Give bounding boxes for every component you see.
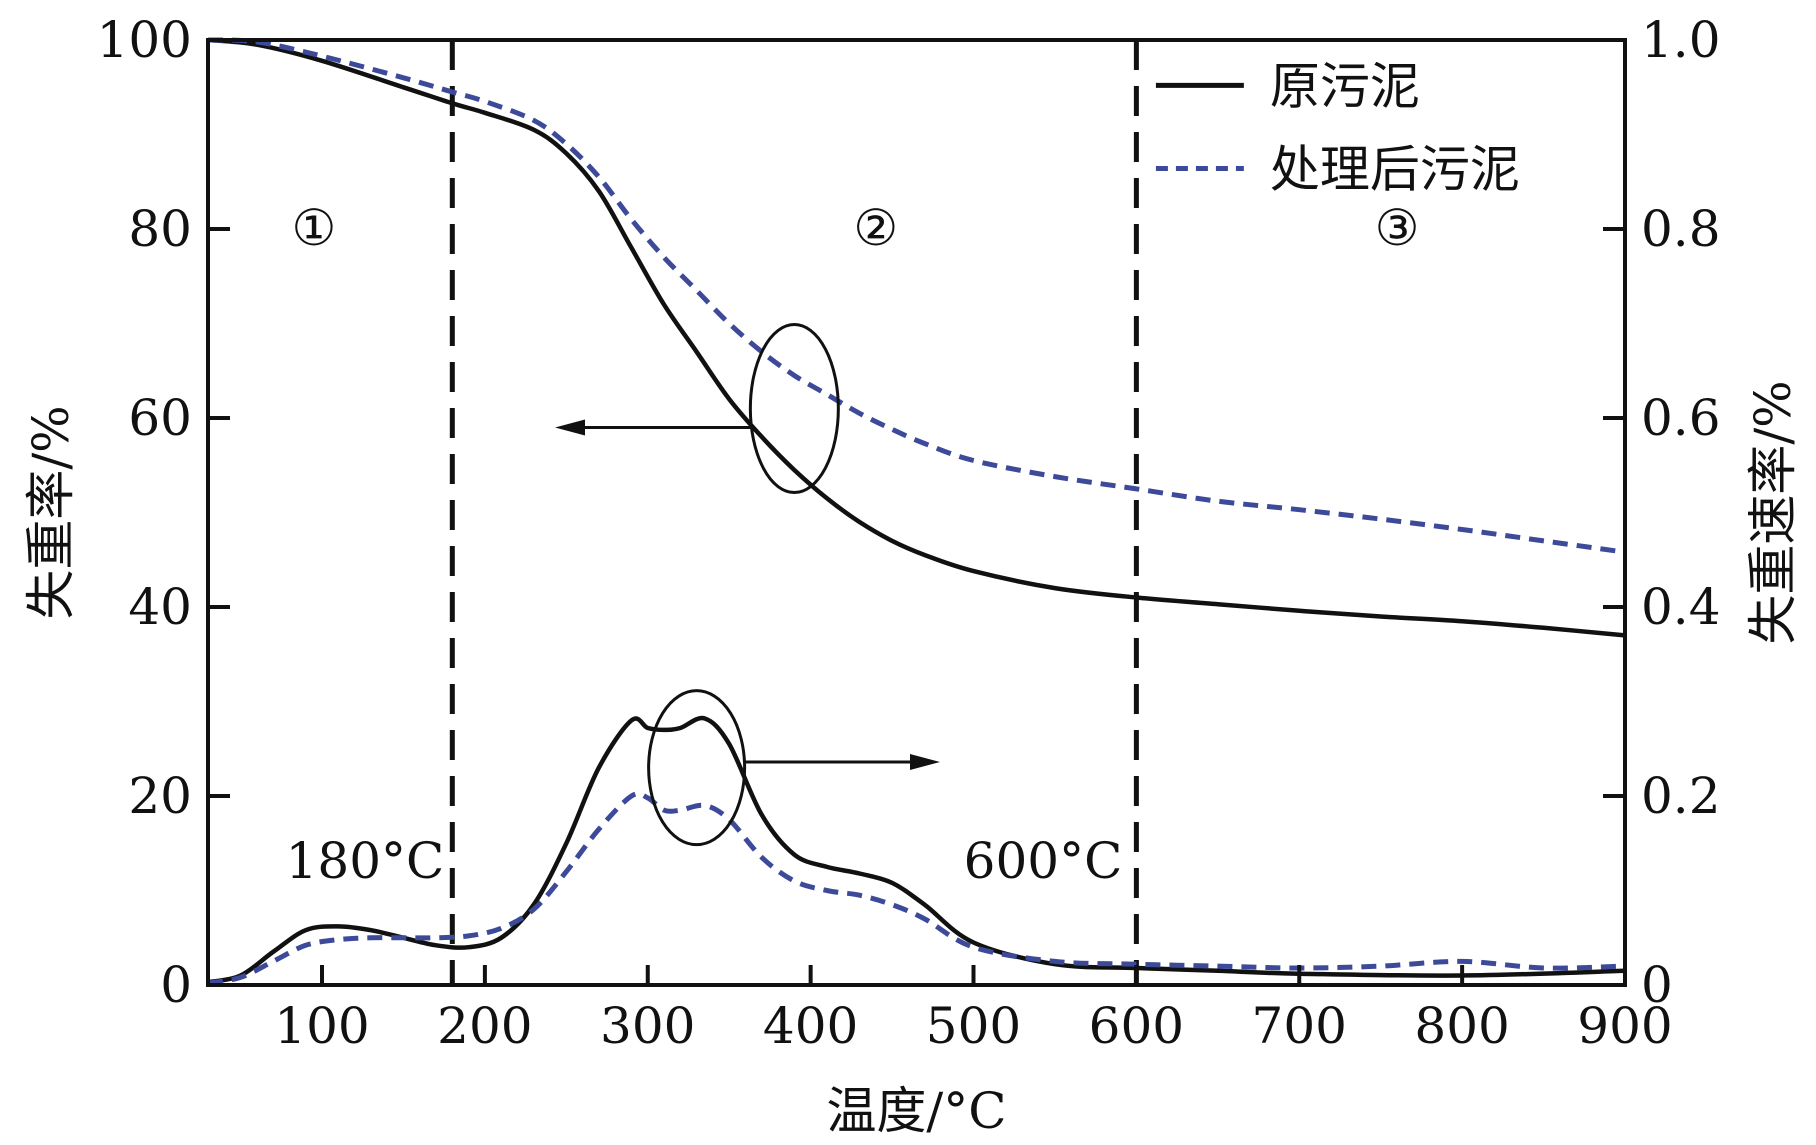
y-right-tick-label-5: 1.0 [1641, 11, 1721, 69]
series-dtg-raw [207, 715, 1626, 985]
ticks-layer: 100 200 300 400 500 600 700 800 9000204060801000… [97, 11, 1721, 1055]
vline-label-180: 180°C [286, 832, 445, 890]
tg-callout-arrowhead [555, 419, 585, 436]
x-tick-label-600: 600 [1089, 997, 1184, 1055]
y-left-tick-label-80: 80 [128, 200, 192, 258]
legend: 原污泥 处理后污泥 [1155, 57, 1520, 199]
y-right-tick-label-4: 0.8 [1641, 200, 1721, 258]
dtg-callout-arrowhead [910, 753, 940, 770]
x-axis-title: 温度/°C [826, 1082, 1006, 1140]
plot-frame [206, 38, 1627, 987]
y-right-tick-label-1: 0.2 [1641, 767, 1721, 825]
legend-label-raw: 原污泥 [1270, 57, 1420, 115]
annotations-layer: ① ② ③ 180°C 600°C [286, 199, 1420, 890]
y-left-tick-label-100: 100 [97, 11, 192, 69]
x-tick-label-800: 800 [1414, 997, 1509, 1055]
region-label-3: ③ [1375, 199, 1420, 257]
y-right-tick-label-2: 0.4 [1641, 578, 1721, 636]
y-right-tick-label-3: 0.6 [1641, 389, 1721, 447]
x-tick-label-700: 700 [1252, 997, 1347, 1055]
series-tg-raw [207, 37, 1626, 638]
legend-label-treated: 处理后污泥 [1270, 141, 1520, 199]
y-left-tick-label-40: 40 [128, 578, 192, 636]
x-tick-label-900: 900 [1577, 997, 1672, 1055]
x-tick-label-200: 200 [437, 997, 532, 1055]
plot-border [206, 38, 1627, 987]
y-left-axis-title: 失重率/% [22, 405, 80, 619]
dtg-callout-ellipse [647, 689, 747, 847]
vline-label-600: 600°C [964, 832, 1123, 890]
y-right-tick-label-0: 0 [1641, 956, 1673, 1014]
region-label-2: ② [853, 199, 898, 257]
curves-layer [207, 37, 1626, 986]
series-dtg-treated [207, 791, 1626, 986]
y-right-axis-title: 失重速率/% [1744, 380, 1802, 644]
x-tick-label-500: 500 [926, 997, 1021, 1055]
x-tick-label-400: 400 [763, 997, 858, 1055]
region-label-1: ① [291, 199, 336, 257]
y-left-tick-label-60: 60 [128, 389, 192, 447]
y-left-tick-label-20: 20 [128, 767, 192, 825]
y-left-tick-label-0: 0 [160, 956, 192, 1014]
x-tick-label-300: 300 [600, 997, 695, 1055]
series-tg-treated [207, 37, 1626, 555]
tg-callout-ellipse [748, 323, 840, 495]
x-tick-label-100: 100 [274, 997, 369, 1055]
